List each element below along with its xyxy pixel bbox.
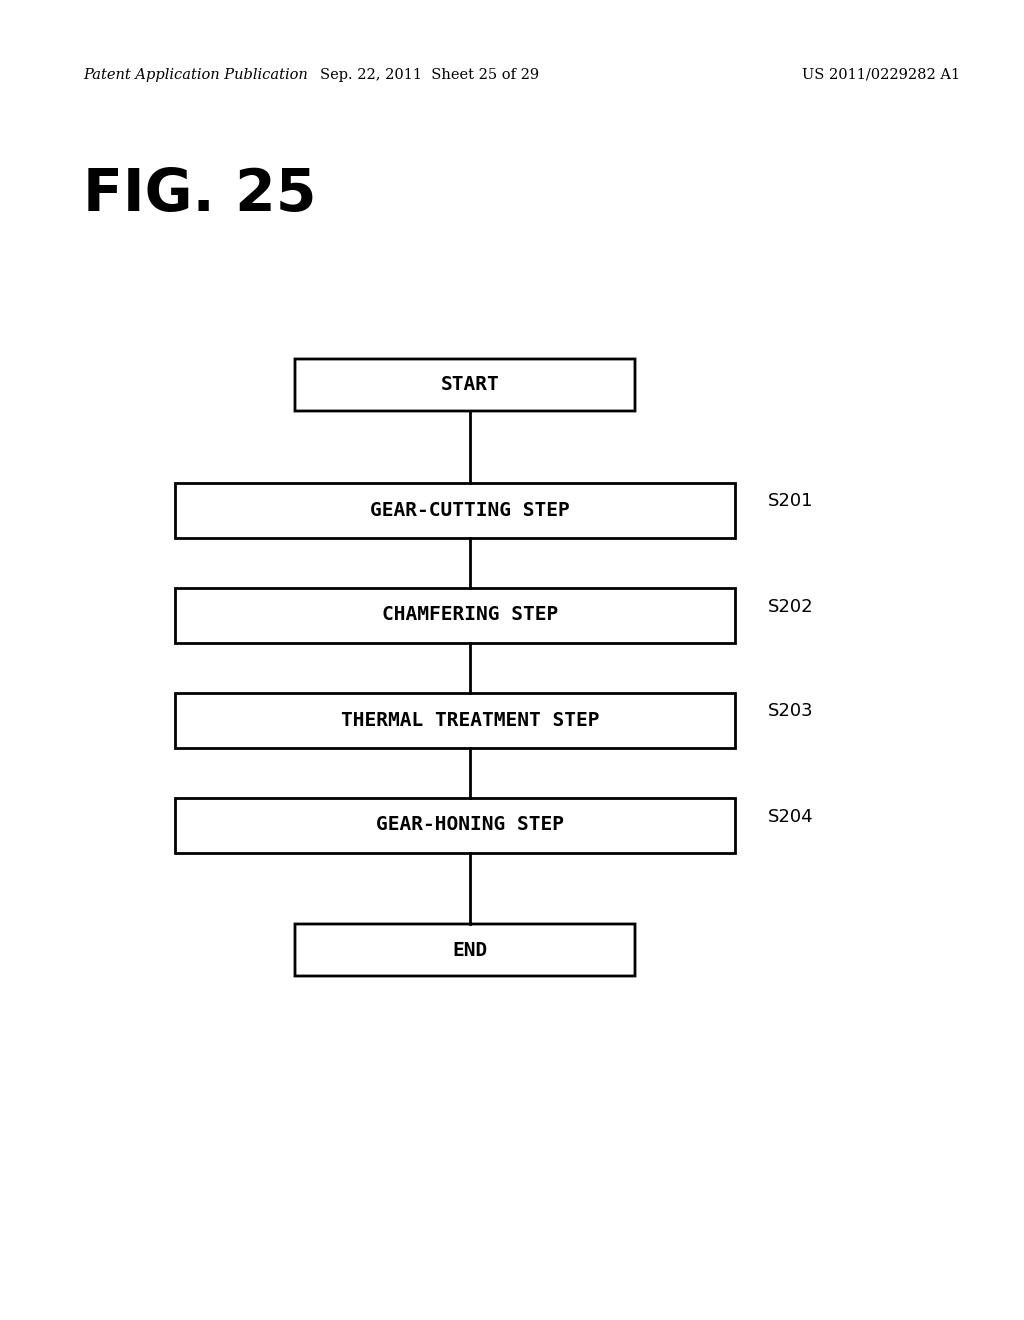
- Text: Patent Application Publication: Patent Application Publication: [83, 69, 308, 82]
- Text: START: START: [440, 375, 500, 395]
- Text: S204: S204: [768, 808, 814, 825]
- Text: CHAMFERING STEP: CHAMFERING STEP: [382, 606, 558, 624]
- Text: GEAR-HONING STEP: GEAR-HONING STEP: [376, 816, 564, 834]
- Text: S203: S203: [768, 702, 814, 721]
- Text: END: END: [453, 940, 487, 960]
- Bar: [175, 587, 735, 643]
- Text: THERMAL TREATMENT STEP: THERMAL TREATMENT STEP: [341, 710, 599, 730]
- Bar: [175, 797, 735, 853]
- Bar: [175, 483, 735, 537]
- Text: Sep. 22, 2011  Sheet 25 of 29: Sep. 22, 2011 Sheet 25 of 29: [321, 69, 540, 82]
- Text: S202: S202: [768, 598, 814, 615]
- Text: FIG. 25: FIG. 25: [83, 166, 316, 223]
- Text: S201: S201: [768, 492, 813, 511]
- Bar: [175, 693, 735, 747]
- Text: GEAR-CUTTING STEP: GEAR-CUTTING STEP: [370, 500, 570, 520]
- FancyBboxPatch shape: [295, 359, 635, 411]
- FancyBboxPatch shape: [295, 924, 635, 975]
- Text: US 2011/0229282 A1: US 2011/0229282 A1: [802, 69, 961, 82]
